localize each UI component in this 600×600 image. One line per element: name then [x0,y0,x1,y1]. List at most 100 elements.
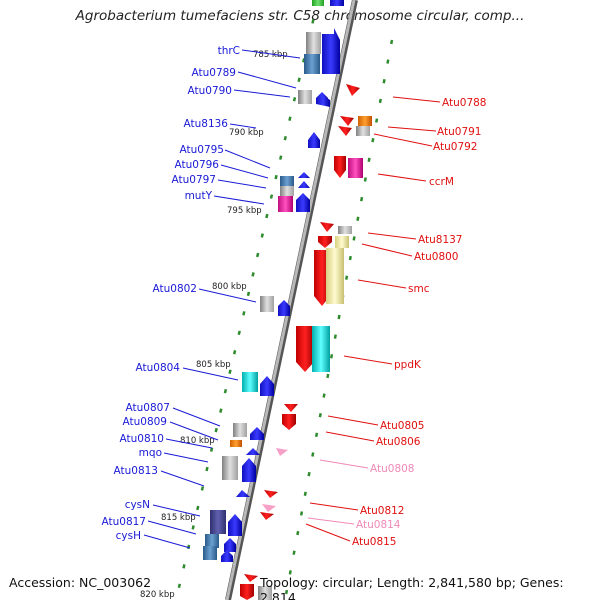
gene-block[interactable] [304,54,320,74]
gene-label[interactable]: thrC [218,45,240,57]
leader-line [233,89,291,98]
gene-arrow[interactable] [260,376,274,396]
gene-arrow[interactable] [308,132,320,148]
gene-block[interactable] [203,546,217,560]
gene-label[interactable]: smc [408,283,430,295]
gene-arrow[interactable] [278,300,290,316]
gene-label[interactable]: Atu0791 [437,126,482,138]
gene-label[interactable]: Atu0812 [360,505,405,517]
gene-arrow[interactable] [296,326,314,372]
gene-label[interactable]: Atu0805 [380,420,425,432]
gene-block[interactable] [258,586,272,600]
gene-label[interactable]: Atu0807 [126,402,171,414]
gene-label[interactable]: Atu0806 [376,436,421,448]
gene-label[interactable]: Atu0810 [120,433,165,445]
gene-arrow[interactable] [322,28,340,74]
gene-block[interactable] [205,534,219,548]
gene-block[interactable] [233,423,247,437]
gene-arrow[interactable] [334,156,346,178]
gene-arrow[interactable] [250,427,264,440]
gene-arrow[interactable] [282,414,296,430]
gene-label[interactable]: Atu0814 [356,519,401,531]
gene-block[interactable] [298,90,312,104]
leader-line [143,534,191,549]
gene-arrow[interactable] [224,538,236,552]
gene-label[interactable]: Atu0790 [188,85,233,97]
gene-label[interactable]: Atu0802 [153,283,198,295]
gene-block[interactable] [280,176,294,186]
gene-block[interactable] [338,226,352,234]
gene-block[interactable] [312,0,324,6]
gene-arrow[interactable] [221,550,233,562]
gene-label[interactable]: ccrM [429,176,454,188]
gene-arrow[interactable] [264,490,278,498]
gene-arrow[interactable] [242,458,256,482]
gene-label[interactable]: Atu0809 [123,416,168,428]
gene-label[interactable]: mutY [185,190,213,202]
topology-text: Topology: circular; Length: 2,841,580 bp… [260,575,564,600]
page-title: Agrobacterium tumefaciens str. C58 chrom… [75,8,525,24]
gene-arrow[interactable] [318,236,332,248]
gene-label[interactable]: Atu0817 [102,516,147,528]
gene-label[interactable]: Atu0800 [414,251,459,263]
leader-line [241,49,301,59]
gene-block[interactable] [242,372,258,392]
gene-arrow[interactable] [262,504,276,512]
gene-arrow[interactable] [284,404,298,412]
gene-arrow[interactable] [228,514,242,536]
gene-arrow[interactable] [338,126,352,136]
gene-label[interactable]: Atu0795 [180,144,225,156]
leader-line [387,126,437,132]
gene-label[interactable]: Atu0813 [114,465,159,477]
gene-label[interactable]: Atu0789 [192,67,237,79]
gene-label[interactable]: cysN [125,499,150,511]
gene-arrow[interactable] [298,181,310,188]
gene-block[interactable] [210,510,226,534]
gene-label[interactable]: cysH [116,530,141,542]
leader-line [182,367,239,381]
gene-arrow[interactable] [340,116,354,126]
gene-arrow[interactable] [236,490,250,497]
gene-block[interactable] [230,440,242,447]
gene-arrow[interactable] [316,96,330,107]
gene-arrow[interactable] [296,193,310,212]
gene-arrow[interactable] [320,222,334,232]
leader-line [165,438,213,449]
gene-block[interactable] [330,0,344,6]
gene-arrow[interactable] [346,84,360,96]
gene-block[interactable] [326,248,344,304]
left-track [174,0,320,600]
left-gene-blocks [203,0,344,600]
gene-block[interactable] [358,116,372,126]
gene-label[interactable]: Atu8137 [418,234,463,246]
gene-arrow[interactable] [246,448,260,455]
gene-label[interactable]: Atu8136 [184,118,229,130]
gene-block[interactable] [356,126,370,136]
gene-arrow[interactable] [260,512,274,520]
gene-label[interactable]: Atu0788 [442,97,487,109]
gene-arrow[interactable] [240,584,254,600]
gene-label[interactable]: Atu0808 [370,463,415,475]
left-leader-lines [143,49,301,549]
gene-label[interactable]: ppdK [394,359,422,371]
gene-block[interactable] [335,236,349,248]
gene-label[interactable]: Atu0797 [172,174,217,186]
gene-label[interactable]: mqo [139,447,162,459]
gene-block[interactable] [280,186,294,196]
gene-label[interactable]: Atu0792 [433,141,478,153]
gene-block[interactable] [278,196,293,212]
gene-arrow[interactable] [298,172,310,178]
gene-label[interactable]: Atu0796 [175,159,220,171]
gene-label[interactable]: Atu0815 [352,536,397,548]
gene-arrow[interactable] [244,574,258,582]
gene-block[interactable] [348,158,363,178]
gene-arrow[interactable] [276,448,288,456]
gene-label[interactable]: Atu0804 [136,362,181,374]
leader-line [373,133,433,147]
gene-block[interactable] [312,326,330,372]
gene-block[interactable] [306,32,321,54]
leader-line [163,452,209,463]
gene-block[interactable] [222,456,238,480]
gene-block[interactable] [260,296,274,312]
